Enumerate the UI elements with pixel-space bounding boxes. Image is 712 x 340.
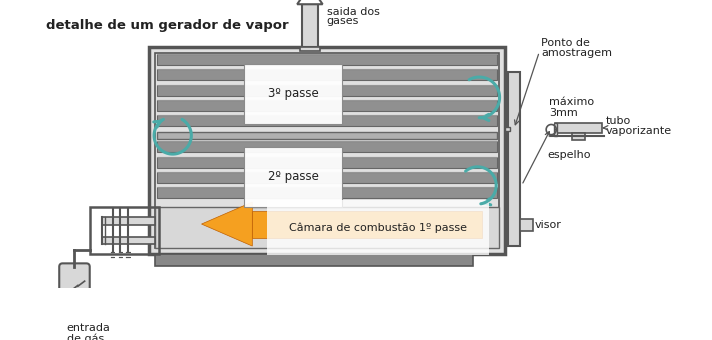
Bar — [508, 72, 520, 245]
Text: detalhe de um gerador de vapor: detalhe de um gerador de vapor — [46, 19, 288, 32]
Bar — [554, 123, 557, 136]
Bar — [505, 127, 510, 131]
FancyBboxPatch shape — [59, 264, 90, 308]
Bar — [149, 47, 505, 254]
Bar — [157, 172, 497, 183]
Text: Câmara de combustão 1º passe: Câmara de combustão 1º passe — [289, 222, 467, 233]
Polygon shape — [201, 202, 252, 246]
Text: de gás: de gás — [67, 334, 104, 340]
Bar — [157, 157, 497, 168]
Bar — [157, 141, 497, 152]
Text: 2º passe: 2º passe — [268, 170, 318, 184]
Bar — [303, 4, 318, 47]
Text: 3mm: 3mm — [549, 107, 577, 118]
Bar — [157, 54, 497, 65]
Bar — [155, 207, 498, 248]
Text: 3º passe: 3º passe — [268, 87, 318, 101]
Bar — [155, 52, 498, 248]
Text: máximo: máximo — [549, 97, 594, 107]
Bar — [572, 133, 585, 140]
Text: Ponto de: Ponto de — [541, 38, 590, 48]
Text: amostragem: amostragem — [541, 48, 612, 58]
Bar — [252, 210, 482, 238]
Bar — [555, 123, 602, 133]
Bar — [90, 207, 159, 254]
Bar — [103, 217, 155, 225]
Bar — [157, 132, 497, 139]
Bar — [157, 100, 497, 111]
Bar — [155, 254, 473, 266]
Text: gases: gases — [327, 16, 360, 26]
Bar — [300, 47, 320, 51]
Text: espelho: espelho — [547, 150, 590, 160]
Bar — [157, 115, 497, 126]
Text: entrada: entrada — [67, 323, 111, 334]
Bar — [520, 219, 533, 231]
Text: saida dos: saida dos — [327, 7, 379, 17]
Text: visor: visor — [535, 220, 562, 230]
Text: tubo: tubo — [605, 116, 631, 126]
Bar — [157, 187, 497, 198]
Bar — [103, 237, 155, 244]
Polygon shape — [297, 0, 323, 4]
Bar — [157, 85, 497, 96]
Bar — [157, 69, 497, 81]
Text: vaporizante: vaporizante — [605, 126, 671, 136]
